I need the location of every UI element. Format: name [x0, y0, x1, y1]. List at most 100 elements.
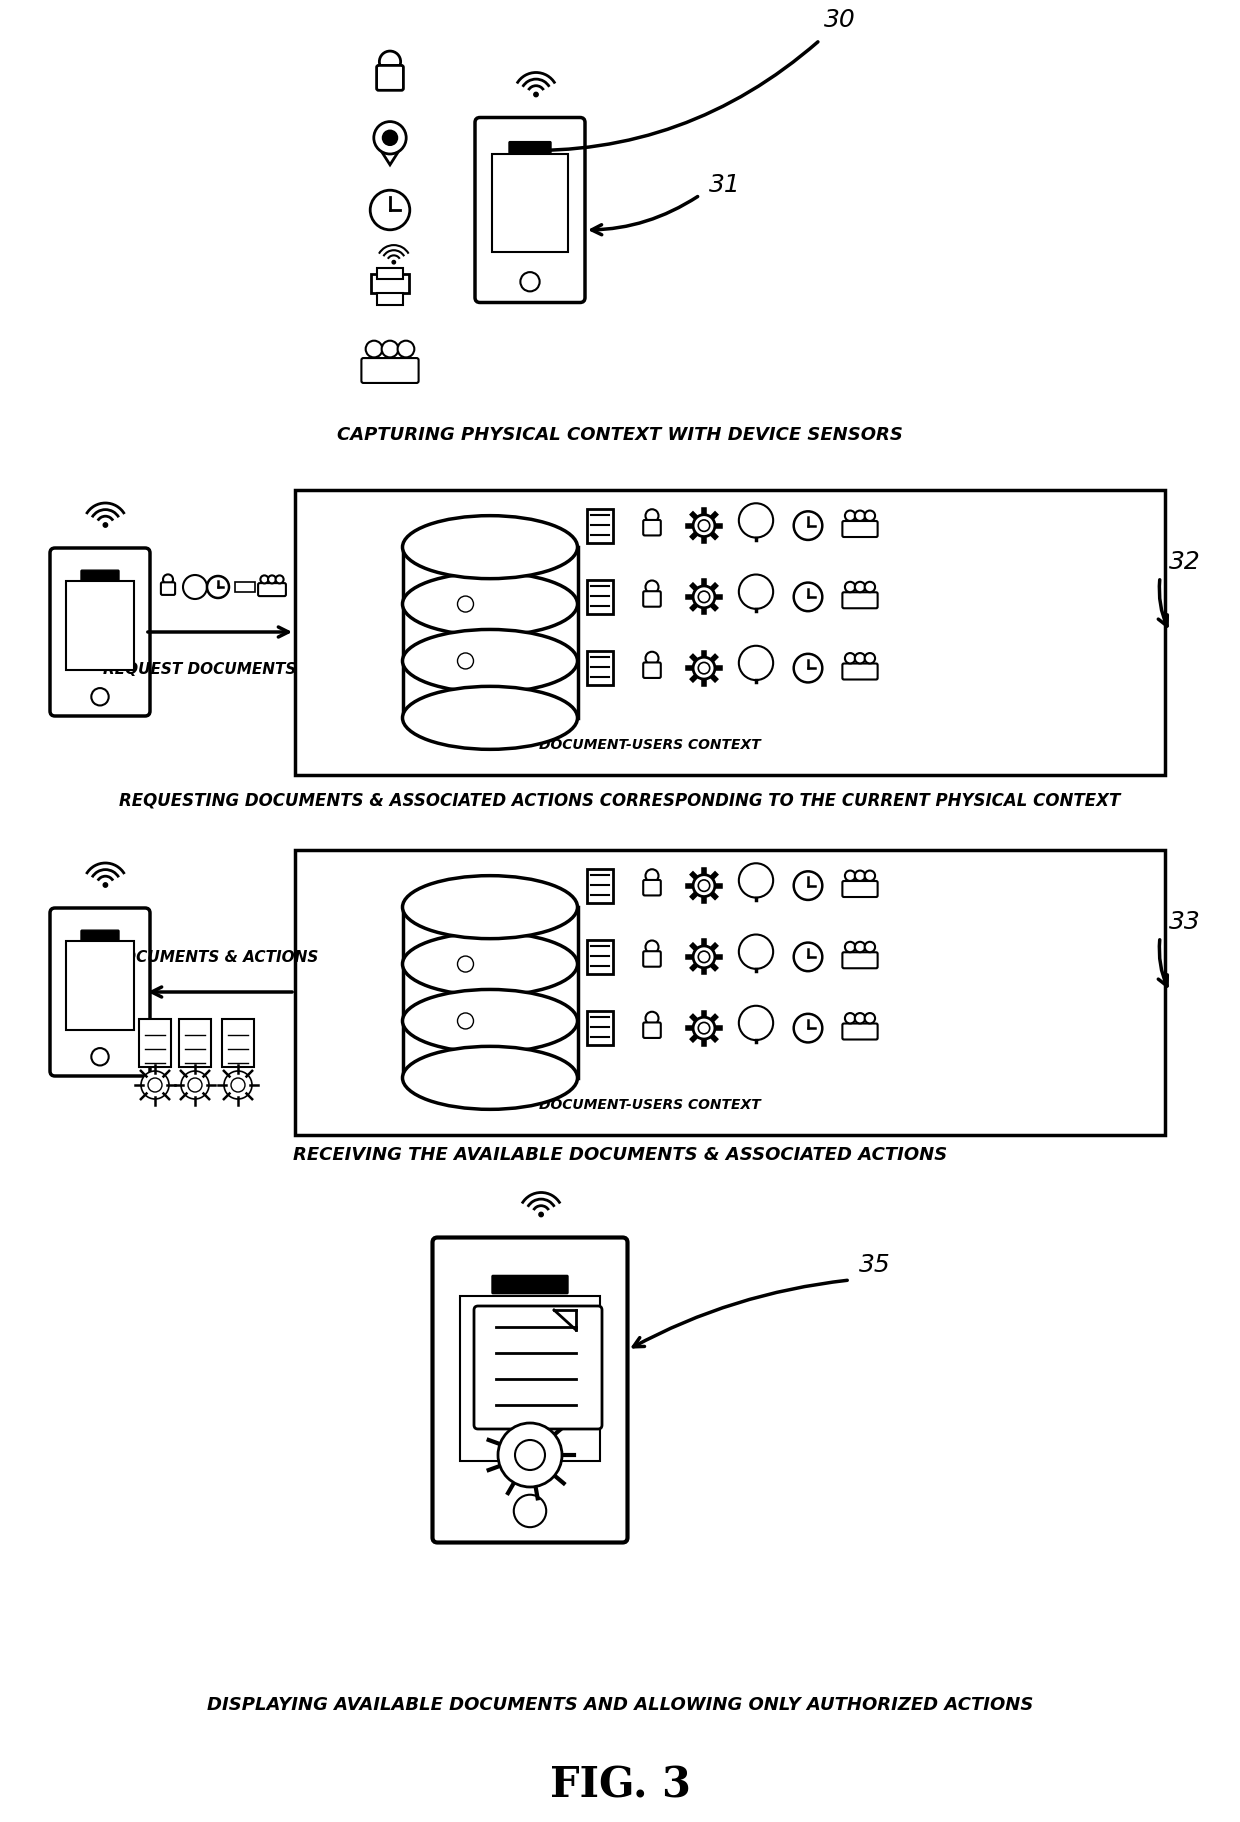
- FancyBboxPatch shape: [474, 1306, 601, 1428]
- Circle shape: [92, 689, 109, 705]
- Bar: [66, 581, 134, 670]
- Circle shape: [844, 1013, 856, 1024]
- Circle shape: [521, 271, 539, 292]
- Circle shape: [794, 871, 822, 900]
- Circle shape: [744, 1011, 768, 1035]
- Ellipse shape: [403, 516, 578, 579]
- Circle shape: [646, 581, 658, 594]
- Ellipse shape: [403, 572, 578, 636]
- Text: GET DOCUMENTS & ACTIONS: GET DOCUMENTS & ACTIONS: [72, 949, 319, 964]
- Circle shape: [794, 1013, 822, 1042]
- Circle shape: [794, 583, 822, 610]
- FancyBboxPatch shape: [492, 1275, 568, 1294]
- Circle shape: [515, 1439, 546, 1470]
- Circle shape: [371, 189, 409, 230]
- Text: FIG. 3: FIG. 3: [549, 1764, 691, 1806]
- Bar: [236, 581, 255, 592]
- Ellipse shape: [403, 933, 578, 995]
- Circle shape: [854, 1013, 866, 1024]
- Circle shape: [373, 122, 407, 155]
- Circle shape: [698, 663, 709, 674]
- FancyBboxPatch shape: [361, 359, 419, 383]
- Circle shape: [646, 940, 658, 953]
- Circle shape: [141, 1071, 169, 1099]
- Bar: [403, 547, 578, 718]
- Bar: [222, 1018, 254, 1068]
- Circle shape: [844, 871, 856, 882]
- Circle shape: [698, 519, 709, 532]
- Circle shape: [794, 654, 822, 683]
- FancyBboxPatch shape: [377, 66, 403, 91]
- Circle shape: [744, 508, 768, 532]
- Text: REQUEST DOCUMENTS: REQUEST DOCUMENTS: [103, 663, 296, 678]
- Bar: [587, 579, 613, 614]
- Circle shape: [844, 942, 856, 953]
- Ellipse shape: [403, 687, 578, 749]
- Bar: [295, 490, 1166, 774]
- Ellipse shape: [403, 989, 578, 1053]
- FancyBboxPatch shape: [842, 882, 878, 896]
- Bar: [460, 1295, 600, 1461]
- Bar: [587, 650, 613, 685]
- Bar: [295, 851, 1166, 1135]
- Circle shape: [458, 1013, 474, 1029]
- Circle shape: [148, 1079, 162, 1091]
- Circle shape: [275, 576, 284, 583]
- Circle shape: [693, 946, 715, 967]
- Circle shape: [646, 869, 658, 882]
- Circle shape: [92, 1048, 109, 1066]
- FancyBboxPatch shape: [475, 117, 585, 302]
- FancyBboxPatch shape: [161, 583, 175, 596]
- Circle shape: [693, 514, 715, 536]
- Bar: [377, 268, 403, 279]
- Circle shape: [188, 1079, 202, 1091]
- Circle shape: [844, 510, 856, 521]
- Circle shape: [383, 131, 397, 146]
- Circle shape: [794, 942, 822, 971]
- Bar: [587, 508, 613, 543]
- FancyBboxPatch shape: [258, 583, 286, 596]
- Circle shape: [744, 579, 768, 603]
- Bar: [403, 907, 578, 1079]
- FancyBboxPatch shape: [508, 142, 551, 153]
- Circle shape: [260, 576, 268, 583]
- Circle shape: [750, 514, 761, 527]
- FancyBboxPatch shape: [644, 663, 661, 678]
- Circle shape: [693, 1017, 715, 1039]
- Circle shape: [398, 341, 414, 357]
- Circle shape: [854, 871, 866, 882]
- Text: RECEIVING THE AVAILABLE DOCUMENTS & ASSOCIATED ACTIONS: RECEIVING THE AVAILABLE DOCUMENTS & ASSO…: [293, 1146, 947, 1164]
- Circle shape: [103, 523, 108, 527]
- Circle shape: [458, 957, 474, 973]
- Circle shape: [864, 871, 875, 882]
- Text: 31: 31: [709, 173, 740, 197]
- Circle shape: [854, 652, 866, 663]
- Circle shape: [844, 581, 856, 592]
- Circle shape: [458, 596, 474, 612]
- Circle shape: [224, 1071, 252, 1099]
- Circle shape: [184, 576, 207, 599]
- Circle shape: [698, 951, 709, 962]
- Ellipse shape: [403, 876, 578, 938]
- Text: 33: 33: [1169, 909, 1200, 935]
- Polygon shape: [377, 146, 403, 164]
- Circle shape: [854, 510, 866, 521]
- Text: DISPLAYING AVAILABLE DOCUMENTS AND ALLOWING ONLY AUTHORIZED ACTIONS: DISPLAYING AVAILABLE DOCUMENTS AND ALLOW…: [207, 1696, 1033, 1715]
- Circle shape: [539, 1212, 543, 1217]
- Circle shape: [533, 93, 538, 97]
- Circle shape: [750, 658, 761, 669]
- Circle shape: [207, 576, 229, 598]
- Text: REQUESTING DOCUMENTS & ASSOCIATED ACTIONS CORRESPONDING TO THE CURRENT PHYSICAL : REQUESTING DOCUMENTS & ASSOCIATED ACTION…: [119, 791, 1121, 809]
- Circle shape: [646, 652, 658, 665]
- Circle shape: [750, 587, 761, 598]
- Bar: [587, 1011, 613, 1046]
- Circle shape: [739, 574, 774, 609]
- Bar: [587, 869, 613, 902]
- Circle shape: [794, 512, 822, 539]
- Text: 35: 35: [859, 1254, 890, 1277]
- Circle shape: [739, 503, 774, 537]
- Circle shape: [181, 1071, 210, 1099]
- Circle shape: [268, 576, 277, 583]
- FancyBboxPatch shape: [842, 521, 878, 537]
- FancyBboxPatch shape: [644, 880, 661, 895]
